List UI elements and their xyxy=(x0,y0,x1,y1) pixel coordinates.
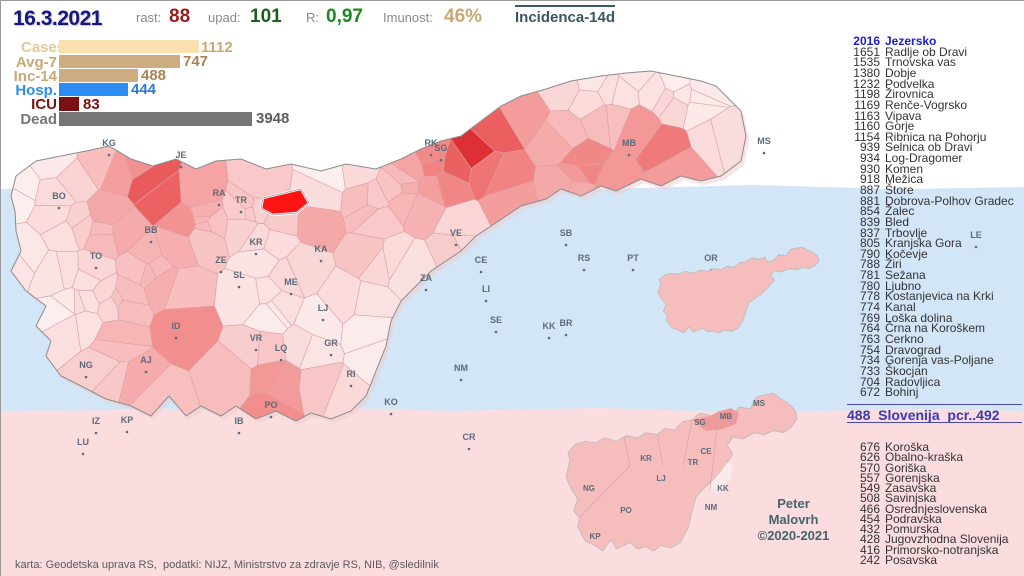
svg-text:KK: KK xyxy=(717,484,729,493)
svg-text:RS: RS xyxy=(578,253,591,263)
svg-text:AJ: AJ xyxy=(140,355,152,365)
svg-text:BR: BR xyxy=(560,318,573,328)
svg-text:JE: JE xyxy=(175,150,186,160)
svg-text:KK: KK xyxy=(543,321,556,331)
svg-text:PT: PT xyxy=(627,253,639,263)
svg-text:KP: KP xyxy=(589,532,601,541)
svg-text:IB: IB xyxy=(235,416,245,426)
svg-text:NM: NM xyxy=(454,363,468,373)
svg-text:LU: LU xyxy=(77,437,89,447)
svg-text:OR: OR xyxy=(704,253,718,263)
svg-text:BB: BB xyxy=(145,225,158,235)
svg-text:TR: TR xyxy=(235,195,247,205)
svg-text:LJ: LJ xyxy=(318,303,329,313)
svg-text:RA: RA xyxy=(213,188,226,198)
svg-text:BO: BO xyxy=(52,191,66,201)
svg-text:LJ: LJ xyxy=(656,474,665,483)
svg-text:KR: KR xyxy=(640,454,652,463)
svg-text:SL: SL xyxy=(233,270,245,280)
svg-text:ID: ID xyxy=(172,321,182,331)
svg-text:MB: MB xyxy=(720,412,733,421)
svg-text:IZ: IZ xyxy=(92,416,101,426)
svg-text:ZE: ZE xyxy=(215,255,227,265)
svg-text:KO: KO xyxy=(384,397,398,407)
svg-text:RI: RI xyxy=(347,369,356,379)
svg-text:LI: LI xyxy=(482,284,490,294)
svg-text:VR: VR xyxy=(250,333,263,343)
svg-text:VE: VE xyxy=(450,228,462,238)
svg-text:KR: KR xyxy=(250,237,263,247)
svg-text:KG: KG xyxy=(102,138,116,148)
svg-text:MS: MS xyxy=(753,399,766,408)
svg-text:SG: SG xyxy=(434,143,447,153)
svg-text:LE: LE xyxy=(970,230,982,240)
svg-text:ME: ME xyxy=(284,277,298,287)
svg-text:TO: TO xyxy=(90,251,102,261)
svg-text:LQ: LQ xyxy=(275,343,288,353)
svg-text:SE: SE xyxy=(490,315,502,325)
svg-text:NM: NM xyxy=(705,503,718,512)
svg-text:PO: PO xyxy=(620,506,632,515)
svg-text:SB: SB xyxy=(560,228,573,238)
svg-text:NG: NG xyxy=(79,360,93,370)
svg-text:MS: MS xyxy=(757,136,771,146)
svg-text:KP: KP xyxy=(121,415,134,425)
svg-text:TR: TR xyxy=(688,458,699,467)
svg-text:ZA: ZA xyxy=(420,273,432,283)
svg-text:PO: PO xyxy=(264,400,277,410)
svg-text:CE: CE xyxy=(475,255,488,265)
svg-text:MB: MB xyxy=(622,138,636,148)
svg-text:GR: GR xyxy=(324,338,338,348)
svg-text:KA: KA xyxy=(315,244,328,254)
svg-text:CE: CE xyxy=(700,447,712,456)
svg-text:CR: CR xyxy=(463,432,476,442)
svg-text:SG: SG xyxy=(694,418,706,427)
svg-text:NG: NG xyxy=(583,484,595,493)
